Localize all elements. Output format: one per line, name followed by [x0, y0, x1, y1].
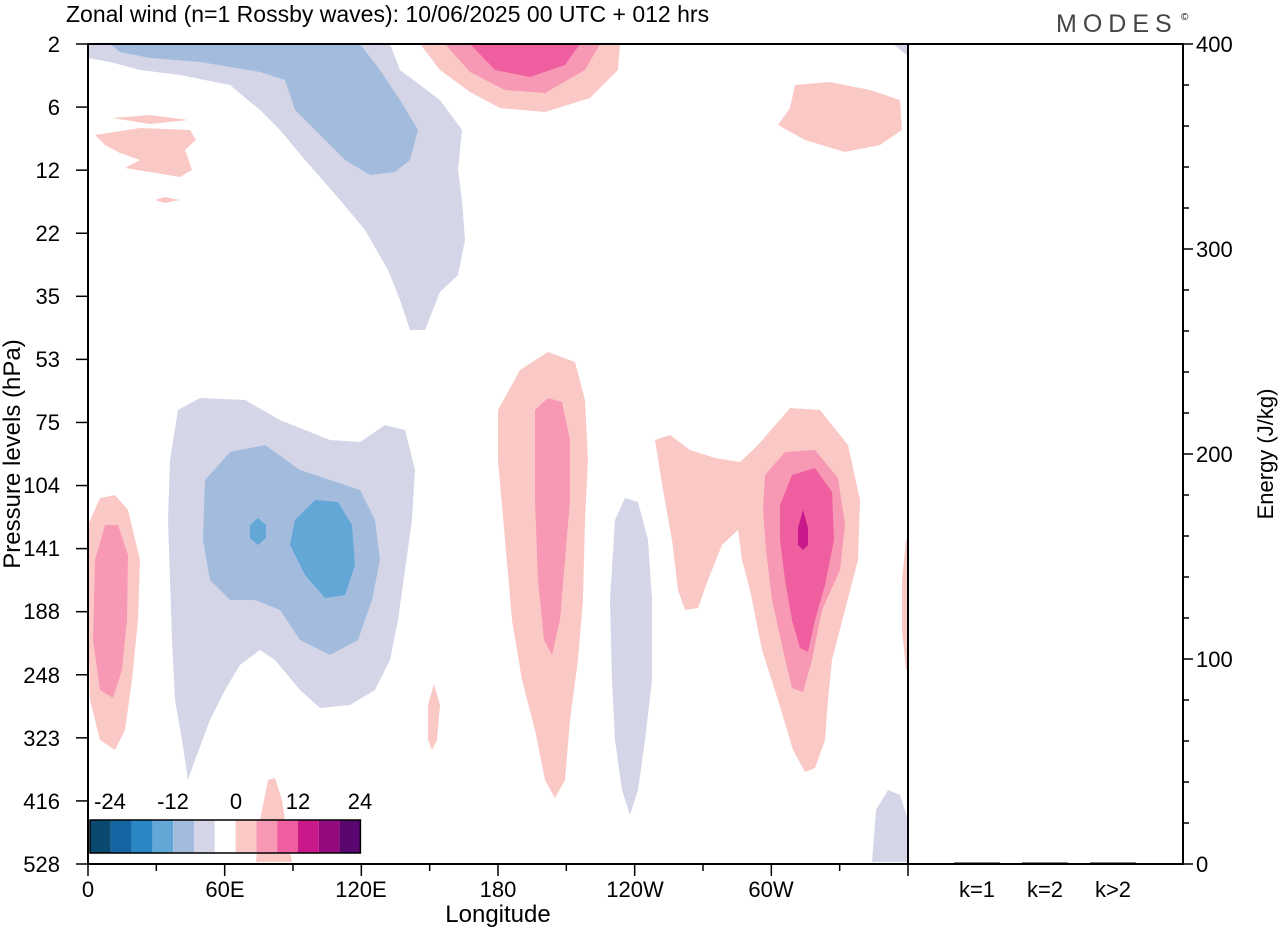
y-tick-label: 12: [36, 158, 60, 183]
energy-bar: [1090, 862, 1136, 864]
colorbar-swatch: [318, 820, 340, 853]
x-tick-label: 120E: [335, 877, 386, 902]
contour-neg-column: [610, 498, 652, 815]
contour-neg-trop-core-east: [290, 500, 355, 598]
contour-pos-patch-2: [95, 128, 196, 177]
x-tick-label: 0: [82, 877, 94, 902]
colorbar-swatch: [90, 820, 111, 853]
chart-title: Zonal wind (n=1 Rossby waves): 10/06/202…: [66, 1, 709, 27]
energy-category-labels: k=1 k=2 k>2: [959, 877, 1131, 902]
y-tick-label: 528: [23, 852, 60, 877]
y-tick-label: 323: [23, 726, 60, 751]
x-tick-label: 180: [480, 877, 517, 902]
colorbar-frame: [89, 819, 362, 854]
energy-category-label: k>2: [1095, 877, 1131, 902]
x-axis-label: Longitude: [445, 901, 550, 928]
contour-neg-strat-inner: [110, 44, 418, 175]
y-tick-label: 416: [23, 789, 60, 814]
y-tick-label: 104: [23, 473, 60, 498]
colorbar-label: 24: [348, 789, 372, 814]
contour-pos-180-inner: [535, 398, 570, 655]
contour-pos-60w-peak: [798, 510, 808, 550]
colorbar-swatch: [152, 820, 174, 853]
y-tick-label: 141: [23, 536, 60, 561]
contour-pos-patch-3: [155, 197, 180, 203]
colorbar-label: 0: [230, 789, 242, 814]
x-tick-label: 120W: [606, 877, 664, 902]
energy-tick-labels: 0 100 200 300 400: [1196, 32, 1233, 877]
x-tick-label: 60W: [748, 877, 793, 902]
y-axis-label: Pressure levels (hPa): [0, 339, 26, 568]
colorbar-swatch: [173, 820, 194, 853]
colorbar-swatch: [235, 820, 257, 853]
energy-tick-label: 100: [1196, 647, 1233, 672]
brand-logo: MODES: [1056, 10, 1178, 38]
colorbar-swatch: [339, 820, 361, 853]
energy-tick-label: 0: [1196, 852, 1208, 877]
contour-neg-strat-outer: [88, 44, 465, 330]
contour-neg-trop-core-west: [250, 518, 266, 545]
x-tick-label: 60E: [205, 877, 244, 902]
contour-neg-surface: [872, 790, 908, 862]
contour-pos-patch-1: [112, 115, 188, 124]
energy-ticks: [1183, 43, 1193, 865]
colorbar: [89, 819, 362, 854]
energy-tick-label: 200: [1196, 442, 1233, 467]
colorbar-swatch: [298, 820, 319, 853]
pressure-ticks: [76, 43, 88, 865]
colorbar-swatch: [110, 820, 132, 853]
contour-pos-west-inner: [93, 525, 128, 698]
y-tick-label: 53: [36, 347, 60, 372]
y-tick-label: 35: [36, 284, 60, 309]
energy-axis-label: Energy (J/kg): [1253, 389, 1278, 520]
y-tick-label: 75: [36, 410, 60, 435]
contour-neg-edge-east-top: [893, 44, 908, 56]
longitude-tick-labels: 0 60E 120E 180 120W 60W: [82, 877, 794, 902]
y-tick-label: 6: [48, 95, 60, 120]
colorbar-label: -12: [157, 789, 189, 814]
contour-pos-strat-core: [470, 44, 580, 77]
y-tick-label: 22: [36, 221, 60, 246]
colorbar-label: 12: [286, 789, 310, 814]
energy-tick-label: 300: [1196, 237, 1233, 262]
energy-bar: [954, 862, 1000, 864]
colorbar-swatch: [256, 820, 278, 853]
energy-category-label: k=1: [959, 877, 995, 902]
contour-pos-patch-east: [778, 82, 902, 152]
energy-bars: [954, 862, 1136, 864]
energy-bar: [1022, 862, 1068, 864]
y-tick-label: 188: [23, 599, 60, 624]
y-tick-label: 248: [23, 663, 60, 688]
contour-pos-edge-east: [902, 540, 908, 670]
colorbar-labels: -24 -12 0 12 24: [94, 789, 372, 814]
longitude-ticks: [87, 864, 909, 876]
colorbar-swatch: [194, 820, 215, 853]
contour-neg-trop-mid: [203, 445, 380, 655]
colorbar-swatch: [131, 820, 153, 853]
contour-pos-sliver-150e: [428, 684, 440, 750]
pressure-tick-labels: 2 6 12 22 35 53 75 104 141 188 248 323 4…: [23, 32, 60, 877]
contour-field: [88, 44, 908, 862]
energy-panel-frame: [907, 43, 1184, 865]
colorbar-label: -24: [94, 789, 126, 814]
brand-mark: ©: [1181, 12, 1189, 23]
energy-category-label: k=2: [1027, 877, 1063, 902]
colorbar-swatch: [277, 820, 298, 853]
contour-pos-60w-core: [780, 468, 834, 652]
colorbar-swatch: [214, 820, 236, 853]
energy-tick-label: 400: [1196, 32, 1233, 57]
y-tick-label: 2: [48, 32, 60, 57]
